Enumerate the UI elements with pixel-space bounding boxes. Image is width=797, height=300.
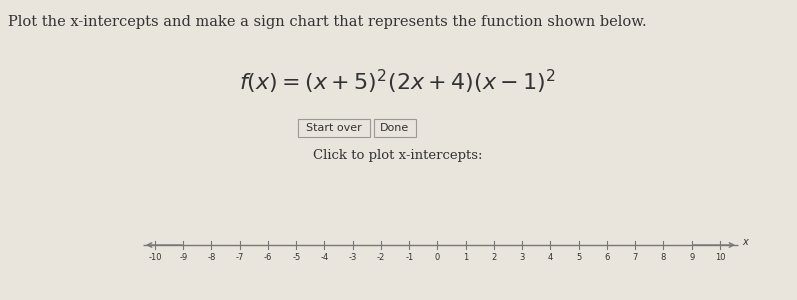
Text: 9: 9 — [689, 253, 694, 262]
Text: Done: Done — [380, 123, 410, 133]
FancyBboxPatch shape — [298, 119, 370, 137]
Text: 8: 8 — [661, 253, 666, 262]
Text: 5: 5 — [576, 253, 581, 262]
Text: -4: -4 — [320, 253, 328, 262]
Text: -8: -8 — [207, 253, 216, 262]
Text: -10: -10 — [148, 253, 162, 262]
Text: -7: -7 — [236, 253, 244, 262]
Text: 0: 0 — [435, 253, 440, 262]
FancyBboxPatch shape — [374, 119, 416, 137]
Text: x: x — [742, 237, 748, 247]
Text: -9: -9 — [179, 253, 187, 262]
Text: Start over: Start over — [306, 123, 362, 133]
Text: -3: -3 — [348, 253, 357, 262]
Text: 2: 2 — [492, 253, 497, 262]
Text: Plot the x-intercepts and make a sign chart that represents the function shown b: Plot the x-intercepts and make a sign ch… — [8, 15, 646, 29]
Text: 3: 3 — [520, 253, 525, 262]
Text: 7: 7 — [633, 253, 638, 262]
Text: Click to plot x-intercepts:: Click to plot x-intercepts: — [313, 148, 483, 161]
Text: $f(x) = (x+5)^{2}(2x+4)(x-1)^{2}$: $f(x) = (x+5)^{2}(2x+4)(x-1)^{2}$ — [240, 68, 556, 96]
Text: 1: 1 — [463, 253, 469, 262]
Text: 10: 10 — [715, 253, 725, 262]
Text: -2: -2 — [377, 253, 385, 262]
Text: -1: -1 — [405, 253, 414, 262]
Text: -6: -6 — [264, 253, 273, 262]
Text: -5: -5 — [292, 253, 300, 262]
Text: 4: 4 — [548, 253, 553, 262]
Text: 6: 6 — [604, 253, 610, 262]
